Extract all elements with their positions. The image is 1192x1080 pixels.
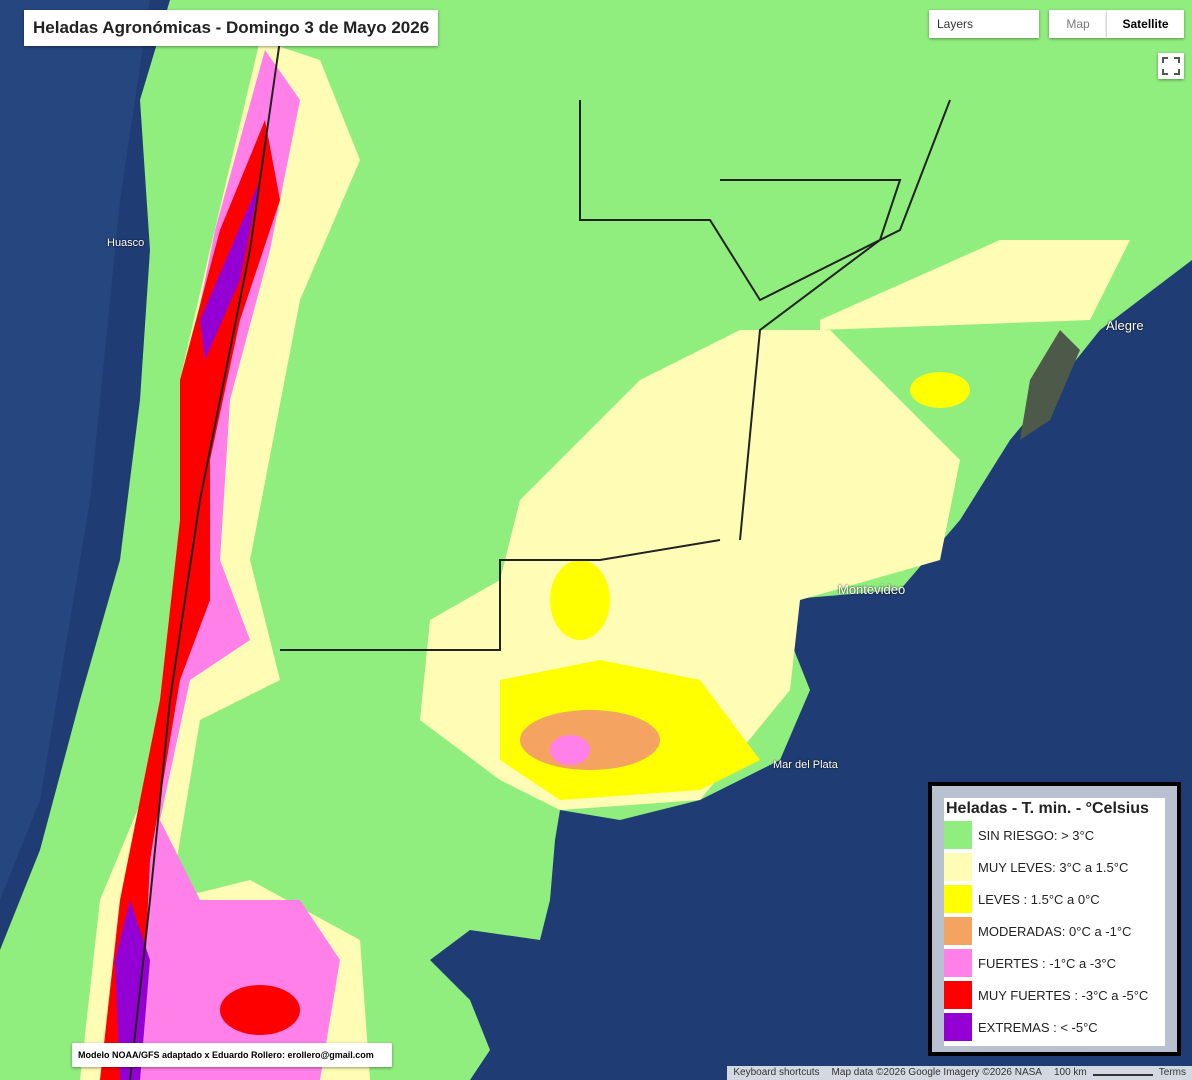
legend-item: SIN RIESGO: > 3°C [944, 819, 1165, 851]
layers-select[interactable]: Layers [929, 10, 1039, 38]
scale-bar [1092, 1068, 1153, 1076]
legend-item: MUY LEVES: 3°C a 1.5°C [944, 851, 1165, 883]
map-button[interactable]: Map [1049, 10, 1107, 38]
legend-label: SIN RIESGO: > 3°C [978, 827, 1095, 843]
legend-swatch [944, 885, 972, 913]
legend-item: FUERTES : -1°C a -3°C [944, 947, 1165, 979]
legend-label: MODERADAS: 0°C a -1°C [978, 923, 1132, 939]
legend-items: SIN RIESGO: > 3°C MUY LEVES: 3°C a 1.5°C L… [944, 819, 1165, 1043]
legend-label: LEVES : 1.5°C a 0°C [978, 891, 1100, 907]
place-label: Huasco [107, 237, 145, 249]
legend-item: MUY FUERTES : -3°C a -5°C [944, 979, 1165, 1011]
legend-swatch [944, 853, 972, 881]
terms[interactable]: Terms [1158, 1067, 1186, 1078]
legend-swatch [944, 1013, 972, 1041]
satellite-button[interactable]: Satellite [1107, 10, 1184, 38]
legend-label: MUY LEVES: 3°C a 1.5°C [978, 859, 1129, 875]
place-label: Montevideo [838, 582, 906, 597]
legend-label: EXTREMAS : < -5°C [978, 1019, 1098, 1035]
fullscreen-button[interactable] [1158, 53, 1184, 79]
legend-item: MODERADAS: 0°C a -1°C [944, 915, 1165, 947]
fullscreen-icon [1162, 57, 1180, 75]
legend-title: Heladas - T. min. - °Celsius [946, 800, 1149, 817]
legend-item: EXTREMAS : < -5°C [944, 1011, 1165, 1043]
legend: Heladas - T. min. - °Celsius SIN RIESGO:… [928, 782, 1181, 1056]
legend-label: FUERTES : -1°C a -3°C [978, 955, 1117, 971]
legend-swatch [944, 949, 972, 977]
footer: Keyboard shortcuts Map data ©2026 Google… [727, 1066, 1192, 1080]
credit: Modelo NOAA/GFS adaptado x Eduardo Rolle… [72, 1043, 392, 1067]
scale: 100 km [1053, 1067, 1087, 1078]
legend-item: LEVES : 1.5°C a 0°C [944, 883, 1165, 915]
legend-swatch [944, 917, 972, 945]
legend-swatch [944, 821, 972, 849]
place-label: Alegre [1106, 318, 1144, 333]
legend-swatch [944, 981, 972, 1009]
keyboard-shortcuts[interactable]: Keyboard shortcuts [733, 1067, 820, 1078]
place-label: Mar del Plata [773, 759, 838, 771]
map-title: Heladas Agronómicas - Domingo 3 de Mayo … [24, 10, 439, 46]
legend-panel: Heladas - T. min. - °Celsius SIN RIESGO:… [944, 798, 1165, 1046]
map-data: Map data ©2026 Google Imagery ©2026 NASA [831, 1067, 1042, 1078]
legend-label: MUY FUERTES : -3°C a -5°C [978, 987, 1149, 1003]
